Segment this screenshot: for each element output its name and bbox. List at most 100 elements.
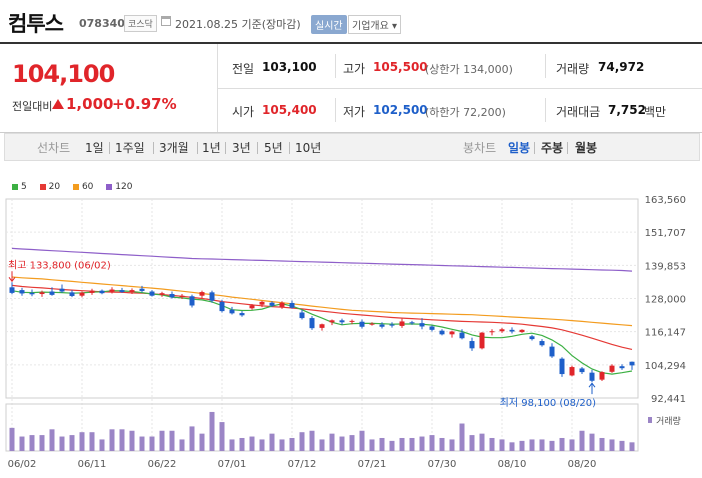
volume-bar: [379, 437, 385, 451]
volume-bar: [129, 430, 135, 451]
volume-bar: [29, 435, 35, 451]
volume-bar: [59, 436, 65, 451]
candle-body: [479, 332, 485, 349]
volume-bar: [109, 429, 115, 451]
period-1w[interactable]: 1주일: [115, 141, 145, 155]
divider: [335, 54, 336, 78]
period-1d[interactable]: 1일: [85, 141, 104, 155]
candle-body: [139, 288, 145, 291]
annotation-low: 최저 98,100 (08/20): [500, 397, 596, 409]
candle-body: [509, 329, 515, 332]
candle-body: [629, 361, 635, 366]
x-tick-label: 08/20: [568, 459, 597, 470]
volume-bar: [119, 429, 125, 451]
period-5y[interactable]: 5년: [264, 141, 283, 155]
divider: [289, 142, 290, 154]
volume-bar: [319, 439, 325, 451]
x-tick-label: 08/10: [498, 459, 527, 470]
candle-body: [449, 331, 455, 335]
x-tick-label: 06/22: [148, 459, 177, 470]
divider: [153, 142, 154, 154]
upper-limit: (상한가 134,000): [425, 63, 513, 76]
candle-body: [89, 290, 95, 293]
candle-body: [189, 296, 195, 306]
high-label: 고가: [343, 62, 366, 76]
volume-bar: [589, 433, 595, 451]
volume-bar: [439, 437, 445, 451]
volume-bar: [559, 437, 565, 451]
legend-swatch: [39, 183, 46, 190]
volume-bar: [179, 439, 185, 451]
volume-bar: [339, 436, 345, 451]
volume-bar: [399, 437, 405, 451]
period-3y[interactable]: 3년: [232, 141, 251, 155]
high-value: 105,500: [373, 60, 428, 74]
volume-bar: [599, 437, 605, 451]
volume-bar: [239, 437, 245, 451]
low-value: 102,500: [373, 103, 428, 117]
period-3m[interactable]: 3개월: [159, 141, 189, 155]
candle-body: [99, 290, 105, 294]
candle-body: [229, 309, 235, 314]
candle-body: [559, 358, 565, 375]
volume-bar: [529, 439, 535, 451]
candle-body: [179, 295, 185, 298]
candle-body: [349, 320, 355, 322]
x-tick-label: 07/01: [218, 459, 247, 470]
period-daily[interactable]: 일봉: [508, 141, 531, 155]
volume-bar: [79, 432, 85, 451]
candle-body: [169, 294, 175, 298]
divider: [534, 142, 535, 154]
candle-body: [619, 366, 625, 369]
arrow-down-icon: [8, 276, 16, 283]
candle-body: [589, 372, 595, 381]
candle-body: [369, 323, 375, 325]
stock-code: 078340: [79, 17, 125, 30]
current-price: 104,100: [12, 60, 115, 88]
divider: [567, 142, 568, 154]
divider: [197, 142, 198, 154]
candle-body: [279, 302, 285, 307]
candle-body: [159, 293, 165, 295]
candle-body: [549, 346, 555, 357]
volume-bar: [619, 440, 625, 451]
amount-unit: 백만: [644, 105, 667, 119]
volume-bar: [229, 439, 235, 451]
volume-bar: [149, 436, 155, 451]
ma-legend: 5 20 60 120: [12, 182, 142, 192]
candle-body: [119, 290, 125, 293]
volume-bar: [169, 430, 175, 451]
chart-toolbar: 선차트 1일 1주일 3개월 1년 3년 5년 10년 봉차트 일봉 주봉 월봉: [4, 133, 700, 161]
x-tick-label: 06/11: [78, 459, 107, 470]
candle-body: [439, 330, 445, 335]
volume-bar: [159, 430, 165, 451]
period-weekly[interactable]: 주봉: [541, 141, 564, 155]
volume-bar: [419, 436, 425, 451]
realtime-button[interactable]: 실시간: [311, 15, 347, 34]
volume-label: 거래량: [556, 62, 590, 76]
period-10y[interactable]: 10년: [295, 141, 322, 155]
candle-body: [69, 292, 75, 296]
candle-body: [429, 326, 435, 330]
quote-date: 2021.08.25 기준(장마감): [175, 18, 301, 31]
divider: [225, 142, 226, 154]
candle-chart-label: 봉차트: [463, 141, 497, 155]
candle-body: [239, 313, 245, 316]
volume-bar: [89, 432, 95, 451]
arrow-up-icon: [588, 382, 596, 388]
volume-bar: [429, 435, 435, 451]
open-value: 105,400: [262, 103, 317, 117]
x-tick-label: 07/21: [358, 459, 387, 470]
volume-legend-swatch: [648, 417, 652, 423]
company-overview-dropdown[interactable]: 기업개요 ▾: [348, 15, 401, 34]
divider: [109, 142, 110, 154]
volume-bar: [409, 437, 415, 451]
divider: [217, 88, 702, 89]
price-summary: 104,100 전일대비 1,000 +0.97% 전일 103,100 고가 …: [0, 44, 702, 133]
period-1y[interactable]: 1년: [202, 141, 221, 155]
volume-bar: [289, 437, 295, 451]
candle-body: [339, 320, 345, 323]
divider: [257, 142, 258, 154]
candle-body: [129, 290, 135, 293]
period-monthly[interactable]: 월봉: [575, 141, 598, 155]
